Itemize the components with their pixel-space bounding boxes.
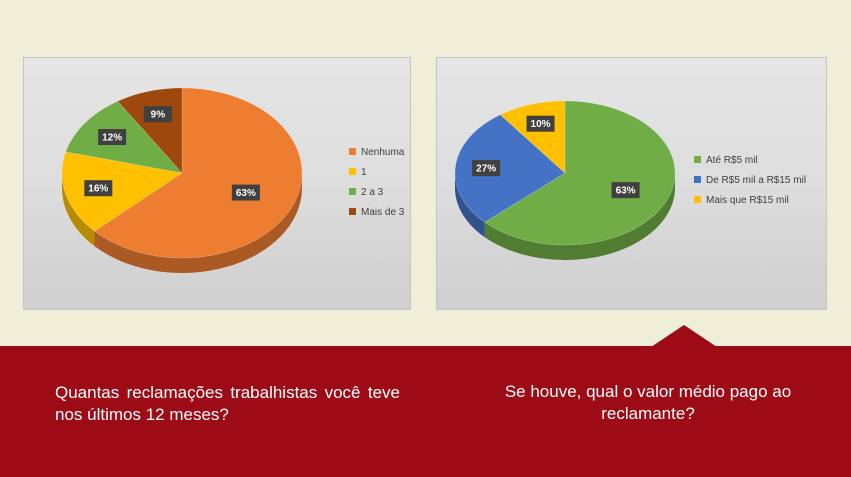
pie2-slice-1 (454, 114, 566, 223)
footer-band (0, 346, 851, 477)
pie1-slice-side-0 (94, 173, 302, 273)
pie2-legend-swatch-1 (694, 176, 701, 183)
pie1-data-label-0: 63% (236, 188, 256, 199)
question-1-text: Quantas reclamações trabalhistas você te… (55, 383, 400, 424)
pie1-label-box-2 (98, 129, 127, 146)
pie1-label-box-3 (143, 106, 172, 123)
pie1-legend-swatch-2 (349, 188, 356, 195)
pie1-slice-side-1 (62, 173, 95, 247)
pie1-slice-1 (61, 151, 183, 232)
pie1-legend-swatch-3 (349, 208, 356, 215)
pie2-slice-0 (484, 100, 676, 246)
pie2-slice-side-1 (455, 173, 485, 238)
pie1-label-box-1 (84, 180, 113, 197)
pie2-data-label-1: 27% (476, 164, 496, 175)
pie1-label-box-0 (231, 184, 260, 201)
pie-chart-reclamacoes: 63% 16% 12% 9% Nenhuma 1 2 a 3 Mais de 3 (61, 87, 405, 273)
pie1-legend-swatch-0 (349, 148, 356, 155)
question-2-text: Se houve, qual o valor médio pago ao rec… (504, 382, 792, 423)
pie2-legend-swatch-0 (694, 156, 701, 163)
pie1-legend-label-0: Nenhuma (361, 147, 405, 158)
pie2-data-label-0: 63% (616, 186, 636, 197)
pie2-legend-label-0: Até R$5 mil (706, 155, 758, 166)
pie2-legend-label-1: De R$5 mil a R$15 mil (706, 175, 806, 186)
pie1-data-label-1: 16% (88, 184, 108, 195)
pie1-legend-swatch-1 (349, 168, 356, 175)
pie2-legend-label-2: Mais que R$15 mil (706, 195, 789, 206)
chart-panel-reclamacoes: 63% 16% 12% 9% Nenhuma 1 2 a 3 Mais de 3 (23, 57, 411, 310)
chart-panel-valor-medio: 63% 27% 10% Até R$5 mil De R$5 mil a R$15 mi… (436, 57, 827, 310)
pie1-data-label-3: 9% (151, 110, 166, 121)
pie2-label-box-1 (472, 160, 501, 177)
pie2-slice-side-0 (484, 173, 675, 260)
pie2-legend-swatch-2 (694, 196, 701, 203)
callout-pointer (651, 325, 717, 347)
pie1-legend-label-2: 2 a 3 (361, 187, 384, 198)
pie2-label-box-2 (526, 115, 555, 132)
pie2-label-box-0 (611, 182, 640, 199)
pie1-slice-0 (94, 87, 303, 259)
pie1-data-label-2: 12% (102, 133, 122, 144)
pie-chart-valor-medio: 63% 27% 10% Até R$5 mil De R$5 mil a R$15 mi… (454, 100, 806, 260)
pie1-legend-label-3: Mais de 3 (361, 207, 405, 218)
pie1-legend-label-1: 1 (361, 167, 367, 178)
pie2-data-label-2: 10% (531, 119, 551, 130)
